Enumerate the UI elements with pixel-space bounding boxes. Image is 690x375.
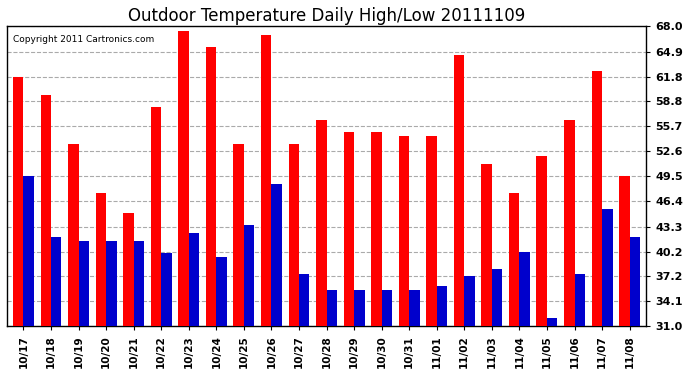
Bar (537, 156, 547, 326)
Bar (134, 241, 144, 326)
Bar (492, 270, 502, 326)
Bar (23, 176, 34, 326)
Bar (261, 34, 271, 326)
Bar (106, 241, 117, 326)
Bar (189, 233, 199, 326)
Bar (326, 290, 337, 326)
Bar (151, 108, 161, 326)
Bar (399, 136, 409, 326)
Bar (51, 237, 61, 326)
Bar (161, 253, 172, 326)
Bar (482, 164, 492, 326)
Bar (217, 257, 227, 326)
Bar (244, 225, 255, 326)
Bar (575, 273, 585, 326)
Bar (629, 237, 640, 326)
Bar (371, 132, 382, 326)
Bar (437, 286, 447, 326)
Bar (206, 47, 217, 326)
Bar (288, 144, 299, 326)
Title: Outdoor Temperature Daily High/Low 20111109: Outdoor Temperature Daily High/Low 20111… (128, 7, 525, 25)
Bar (316, 120, 326, 326)
Bar (96, 192, 106, 326)
Bar (68, 144, 79, 326)
Bar (13, 77, 23, 326)
Bar (509, 192, 520, 326)
Bar (426, 136, 437, 326)
Bar (79, 241, 89, 326)
Bar (464, 276, 475, 326)
Bar (564, 120, 575, 326)
Bar (271, 184, 282, 326)
Bar (591, 71, 602, 326)
Bar (520, 252, 530, 326)
Bar (299, 273, 310, 326)
Bar (354, 290, 364, 326)
Bar (547, 318, 558, 326)
Bar (454, 55, 464, 326)
Bar (382, 290, 392, 326)
Text: Copyright 2011 Cartronics.com: Copyright 2011 Cartronics.com (13, 36, 155, 45)
Bar (344, 132, 354, 326)
Bar (233, 144, 244, 326)
Bar (178, 30, 189, 326)
Bar (124, 213, 134, 326)
Bar (41, 95, 51, 326)
Bar (602, 209, 613, 326)
Bar (619, 176, 629, 326)
Bar (409, 290, 420, 326)
